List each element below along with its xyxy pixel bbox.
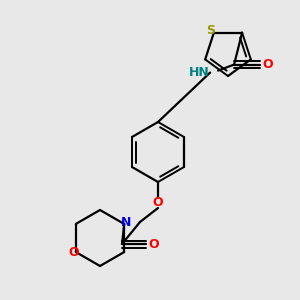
Text: HN: HN (189, 66, 210, 79)
Text: S: S (206, 24, 215, 37)
Text: O: O (153, 196, 163, 208)
Text: O: O (68, 245, 79, 259)
Text: O: O (263, 58, 273, 71)
Text: N: N (121, 217, 131, 230)
Text: O: O (149, 238, 159, 250)
